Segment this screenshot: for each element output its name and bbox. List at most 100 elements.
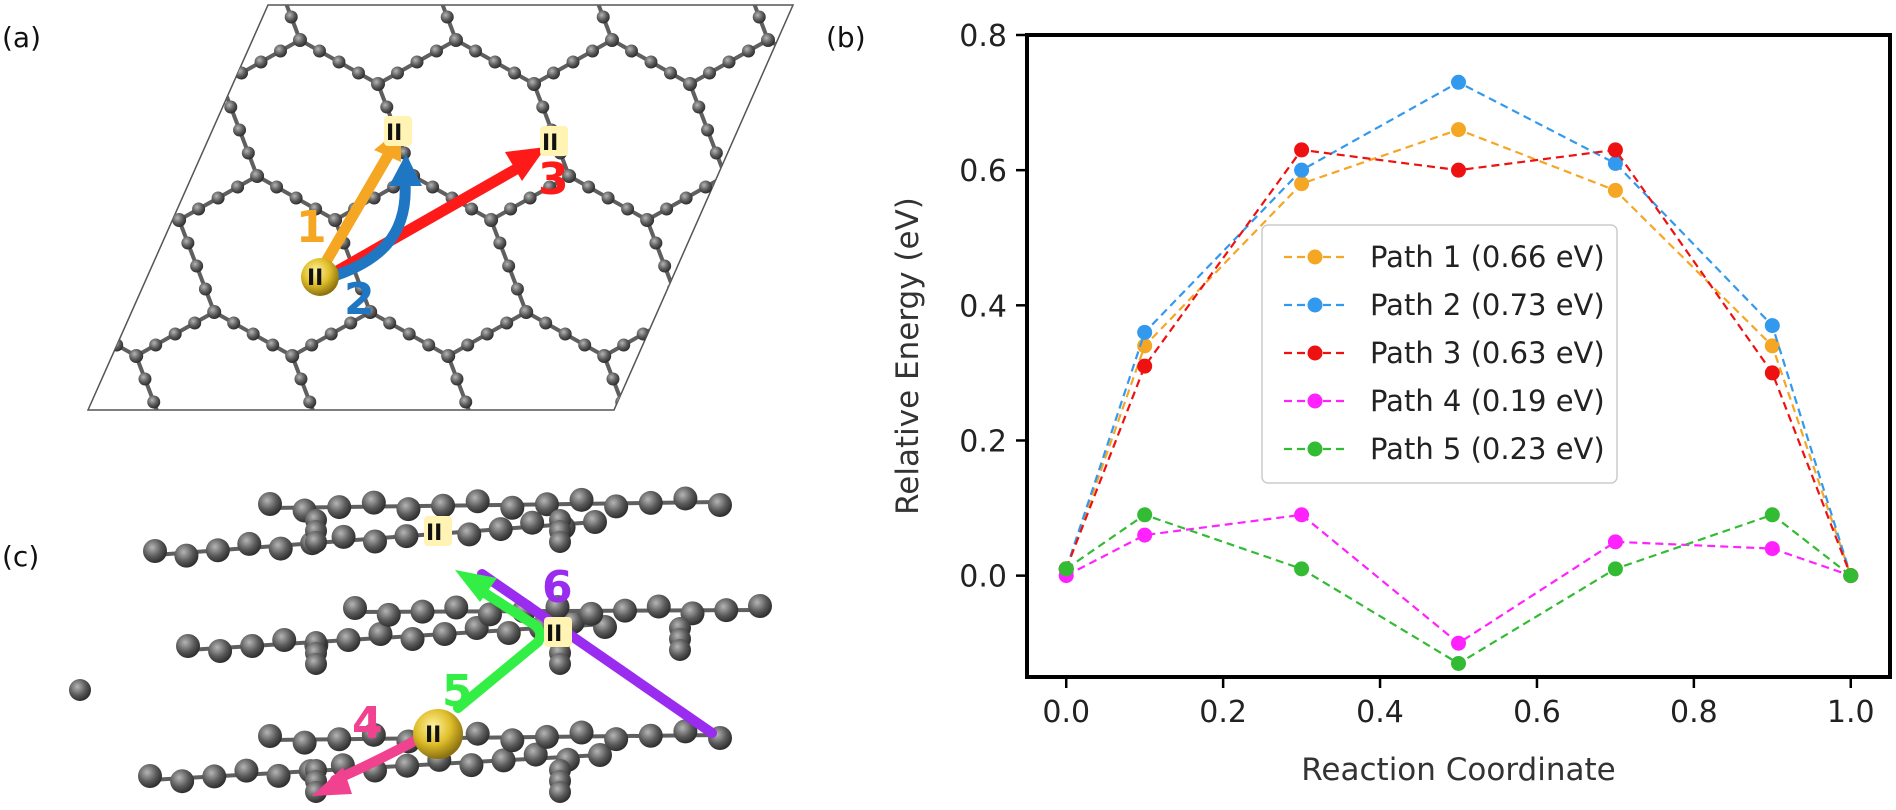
lattice-atom [317,600,330,613]
lattice-atom [239,600,252,613]
lattice-atom [738,180,752,194]
layer-atom [604,727,629,752]
lattice-atom [25,237,38,250]
lattice-node-atom [43,621,57,635]
lattice-atom [426,180,440,194]
lattice-atom [176,55,190,69]
lattice-atom [582,180,596,194]
data-point [1137,527,1153,543]
lattice-atom [836,192,849,205]
path-3-label: 3 [538,154,569,205]
lattice-node-atom [554,485,568,499]
legend-entry: Path 5 (0.23 eV) [1370,432,1605,466]
data-point [1764,365,1780,381]
lattice-node-atom [589,577,603,591]
x-axis-label: Reaction Coordinate [1301,752,1615,788]
lattice-node-atom [129,349,144,363]
lattice-atom [976,67,989,80]
lattice-bond [327,448,405,492]
layer-atom [272,628,297,652]
lattice-atom [104,532,117,545]
lattice-bond [88,38,145,86]
data-point [1137,324,1153,340]
lattice-bond [758,355,793,410]
data-point [1451,74,1466,90]
lattice-atom [0,203,10,216]
layer-atom [361,722,386,747]
lattice-node-atom [59,77,73,91]
layer-atom [396,497,421,522]
lattice-atom [866,147,879,160]
layer-atom [465,489,490,514]
layer-atom [266,763,291,788]
layer-atom [361,490,386,515]
lattice-bond [575,5,614,41]
lattice-atom [992,192,1005,205]
lattice-bond [0,584,50,628]
layer-atom [268,536,293,561]
lattice-atom [410,55,424,69]
lattice-atom [820,67,833,80]
layer-atom [368,622,393,646]
layer-atom [143,539,167,563]
x-tick-label: 0.8 [1670,695,1718,730]
side-target-highlight-1 [424,516,452,546]
layer-atom [714,598,739,623]
lattice-atom [999,611,1012,624]
lattice-atom [379,475,392,488]
lattice-atom [282,464,295,477]
layer-atom [176,634,200,658]
lattice-atom [679,191,693,205]
lattice-atom [574,475,587,488]
lattice-atom [879,56,892,69]
lattice-bond [107,5,146,41]
lattice-atom [773,338,787,352]
data-point [1764,507,1780,523]
lattice-atom [380,100,394,114]
data-point [1294,162,1310,178]
layer-atom [343,596,367,620]
x-tick-label: 0.4 [1356,695,1404,730]
lattice-node-atom [250,169,265,183]
lattice-bond [717,448,795,492]
lattice-node-atom [597,349,612,363]
layer-atom [569,720,594,745]
lattice-node-atom [796,213,810,227]
lattice-node-atom [137,33,151,47]
lattice-bond [0,312,58,356]
lattice-atom [855,181,868,194]
lattice-atom [510,282,524,296]
lattice-bond [731,5,770,41]
lattice-atom [102,589,115,602]
lattice-atom [625,44,638,58]
path-2-arrowhead [389,154,422,186]
lattice-atom [246,327,260,341]
lattice-atom [309,202,323,216]
lattice-atom [422,338,436,352]
lattice-atom [432,0,445,1]
legend-swatch-marker [1307,345,1323,361]
lattice-bond [419,5,458,41]
lattice-atom [734,338,748,352]
layer-atom [491,748,516,773]
lattice-atom [596,10,610,24]
layer-atom [138,764,162,788]
lattice-atom [615,395,629,409]
lattice-node-atom [874,169,888,183]
layer-atom [258,492,282,516]
lattice-node-atom [328,213,343,227]
lattice-bond [88,174,103,222]
lattice-atom [516,464,529,477]
lattice-atom [457,453,470,466]
lattice-atom [141,589,154,602]
legend-entry: Path 3 (0.63 eV) [1370,336,1605,370]
lattice-atom [235,66,248,80]
lattice-atom [383,316,397,330]
lattice-atom [769,453,782,466]
target-site-highlight-2 [540,126,568,156]
path-3-arrowhead [505,147,546,181]
layer-atom [478,602,502,627]
lattice-atom [1013,124,1026,137]
data-point [1451,122,1466,138]
lattice-atom [771,395,785,409]
